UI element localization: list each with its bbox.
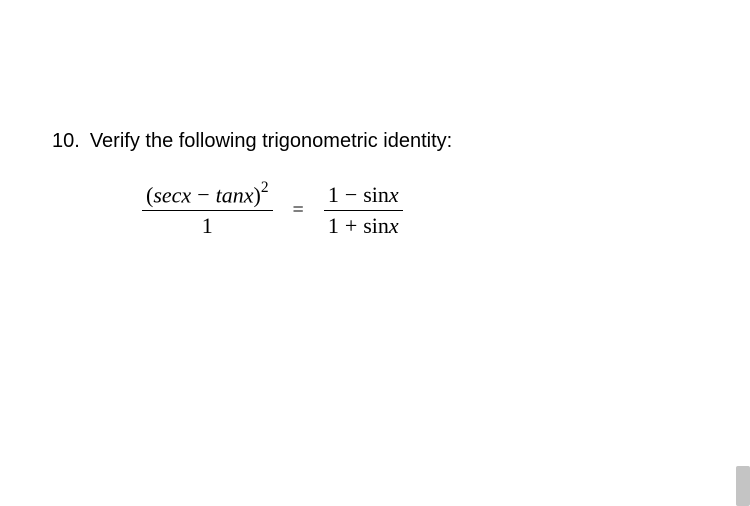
sin-num: sin — [363, 182, 389, 207]
exponent: 2 — [261, 179, 269, 196]
equals-sign: = — [293, 199, 304, 222]
right-denominator: 1+sinx — [324, 211, 403, 239]
left-numerator: (secx−tanx)2 — [142, 181, 273, 211]
left-denominator: 1 — [198, 211, 217, 239]
problem-statement: 10. Verify the following trigonometric i… — [52, 130, 452, 153]
var-x-4: x — [389, 213, 399, 238]
scrollbar-thumb[interactable] — [736, 466, 750, 506]
minus-sign-1: − — [197, 182, 209, 207]
problem-number: 10. — [52, 130, 80, 153]
var-x-3: x — [389, 182, 399, 207]
problem-text: Verify the following trigonometric ident… — [90, 130, 452, 153]
left-fraction: (secx−tanx)2 1 — [142, 181, 273, 239]
sec-function: sec — [153, 182, 181, 207]
right-numerator: 1−sinx — [324, 182, 403, 211]
right-fraction: 1−sinx 1+sinx — [324, 182, 403, 239]
one-den: 1 — [328, 213, 339, 238]
plus-sign: + — [345, 213, 357, 238]
equation: (secx−tanx)2 1 = 1−sinx 1+sinx — [142, 181, 452, 239]
var-x-2: x — [244, 182, 254, 207]
one-num: 1 — [328, 182, 339, 207]
close-paren: ) — [254, 182, 261, 207]
tan-function: tan — [216, 182, 244, 207]
problem-content: 10. Verify the following trigonometric i… — [52, 130, 452, 239]
sin-den: sin — [363, 213, 389, 238]
minus-sign-2: − — [345, 182, 357, 207]
var-x-1: x — [181, 182, 191, 207]
